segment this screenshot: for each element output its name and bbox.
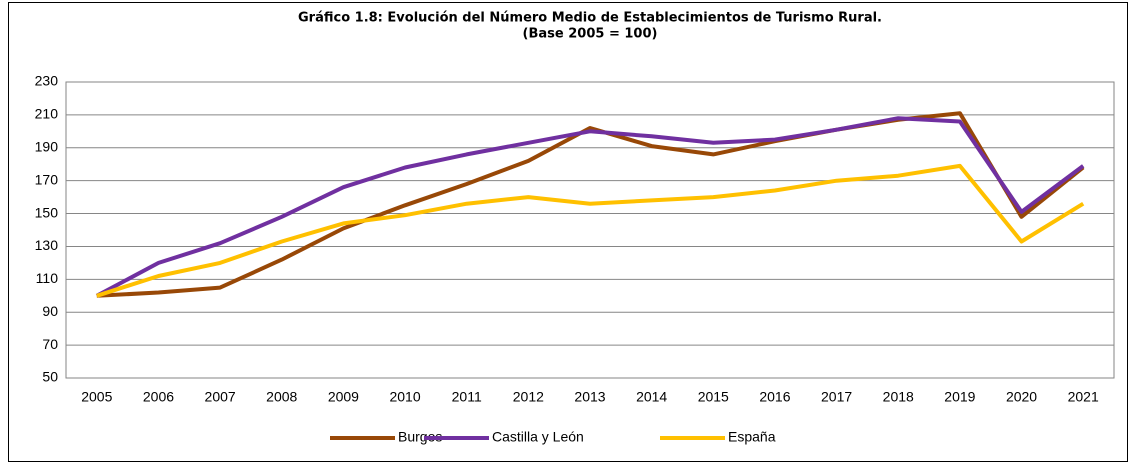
y-tick-label: 150 [35, 204, 59, 220]
chart-subtitle: (Base 2005 = 100) [523, 27, 658, 42]
y-tick-label: 50 [42, 369, 58, 385]
series-line [96, 163, 1085, 298]
y-tick-label: 170 [35, 171, 59, 187]
x-tick-label: 2008 [266, 389, 297, 405]
x-tick-label: 2005 [81, 389, 112, 405]
y-tick-label: 90 [42, 303, 58, 319]
chart-border [8, 2, 1128, 462]
y-tick-label: 110 [36, 270, 59, 286]
legend-label: España [728, 429, 776, 445]
x-tick-label: 2011 [452, 389, 482, 405]
x-tick-label: 2007 [205, 389, 236, 405]
x-tick-label: 2006 [143, 389, 174, 405]
x-tick-label: 2021 [1068, 389, 1099, 405]
x-tick-label: 2014 [636, 389, 667, 405]
y-tick-label: 210 [35, 106, 59, 122]
y-tick-label: 230 [35, 73, 59, 89]
x-tick-label: 2009 [328, 389, 359, 405]
y-tick-label: 70 [42, 336, 58, 352]
plot-border [65, 81, 1115, 379]
x-tick-label: 2020 [1006, 389, 1037, 405]
series-line [95, 116, 1085, 298]
x-tick-label: 2016 [759, 389, 790, 405]
x-tick-label: 2015 [698, 389, 729, 405]
x-tick-label: 2019 [944, 389, 975, 405]
y-tick-label: 190 [35, 138, 59, 154]
x-tick-label: 2010 [389, 389, 420, 405]
x-tick-label: 2013 [574, 389, 605, 405]
legend-label: Burgos [398, 429, 442, 445]
x-tick-label: 2012 [513, 389, 544, 405]
legend-label: Castilla y León [492, 429, 584, 445]
y-tick-label: 130 [35, 237, 59, 253]
x-tick-label: 2018 [883, 389, 914, 405]
x-tick-label: 2017 [821, 389, 852, 405]
chart-title: Gráfico 1.8: Evolución del Número Medio … [298, 11, 882, 26]
